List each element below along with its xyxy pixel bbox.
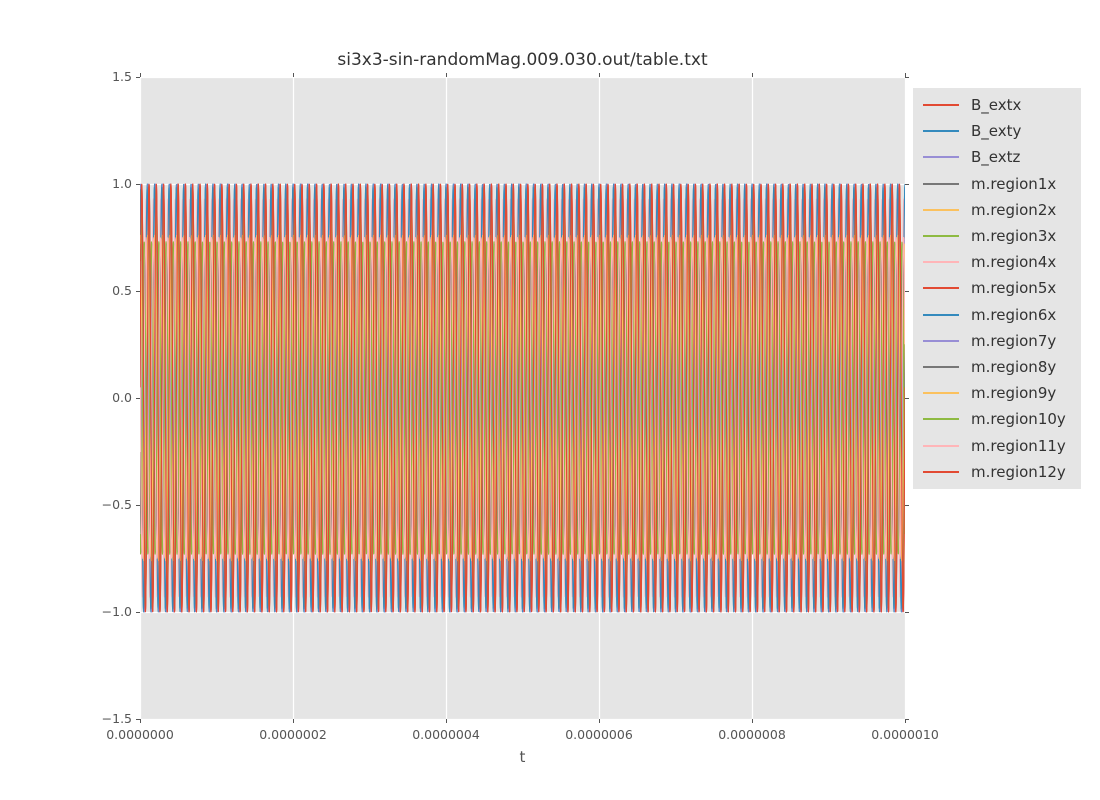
plot-area (140, 77, 905, 719)
legend-item: m.region12y (913, 459, 1081, 485)
legend-item: m.region4x (913, 249, 1081, 275)
y-tick-label: 1.0 (112, 176, 132, 191)
x-tick-label: 0.0000002 (259, 727, 327, 742)
y-tick-mark-left (136, 398, 140, 399)
x-tick-label: 0.0000008 (718, 727, 786, 742)
y-tick-mark-right (905, 719, 909, 720)
legend-label: m.region7y (971, 331, 1057, 350)
legend-label: B_extz (971, 148, 1021, 167)
y-tick-mark-right (905, 184, 909, 185)
legend-line-swatch (923, 156, 959, 159)
legend-label: m.region8y (971, 357, 1057, 376)
legend-label: m.region3x (971, 227, 1057, 246)
legend-line-swatch (923, 444, 959, 447)
x-tick-mark-bottom (293, 719, 294, 723)
x-tick-mark-bottom (446, 719, 447, 723)
legend-label: B_extx (971, 96, 1022, 115)
legend-line-swatch (923, 365, 959, 368)
y-tick-label: 0.5 (112, 283, 132, 298)
legend-item: B_extz (913, 144, 1081, 170)
legend-item: m.region11y (913, 432, 1081, 458)
legend-item: m.region6x (913, 302, 1081, 328)
legend-item: m.region8y (913, 354, 1081, 380)
x-tick-mark-bottom (905, 719, 906, 723)
legend-label: m.region1x (971, 174, 1057, 193)
legend-label: m.region10y (971, 410, 1066, 429)
y-tick-label: 1.5 (112, 69, 132, 84)
legend-line-swatch (923, 313, 959, 316)
y-tick-mark-right (905, 77, 909, 78)
x-tick-mark-top (752, 73, 753, 77)
legend-item: m.region9y (913, 380, 1081, 406)
legend-item: m.region10y (913, 406, 1081, 432)
legend-item: B_extx (913, 92, 1081, 118)
legend-label: m.region6x (971, 305, 1057, 324)
x-tick-mark-top (905, 73, 906, 77)
y-tick-label: 0.0 (112, 390, 132, 405)
x-tick-label: 0.0000010 (871, 727, 939, 742)
legend-label: m.region9y (971, 384, 1057, 403)
legend-line-swatch (923, 182, 959, 185)
legend-item: m.region1x (913, 171, 1081, 197)
legend-item: m.region7y (913, 328, 1081, 354)
legend-line-swatch (923, 235, 959, 238)
legend-line-swatch (923, 470, 959, 473)
legend-label: B_exty (971, 122, 1022, 141)
x-axis-label: t (519, 748, 526, 766)
y-tick-label: −0.5 (101, 497, 132, 512)
x-tick-mark-bottom (752, 719, 753, 723)
legend-label: m.region2x (971, 200, 1057, 219)
y-tick-mark-left (136, 612, 140, 613)
y-tick-mark-left (136, 719, 140, 720)
x-tick-mark-top (599, 73, 600, 77)
legend-line-swatch (923, 392, 959, 395)
x-tick-mark-top (446, 73, 447, 77)
y-tick-mark-right (905, 612, 909, 613)
y-tick-label: −1.5 (101, 711, 132, 726)
y-tick-mark-left (136, 184, 140, 185)
x-tick-label: 0.0000004 (412, 727, 480, 742)
x-tick-mark-bottom (140, 719, 141, 723)
y-tick-mark-right (905, 291, 909, 292)
legend: B_extx B_exty B_extz m.region1x m.region2x m.… (913, 88, 1081, 489)
legend-line-swatch (923, 104, 959, 107)
legend-line-swatch (923, 208, 959, 211)
y-tick-mark-left (136, 77, 140, 78)
y-tick-mark-right (905, 398, 909, 399)
legend-label: m.region11y (971, 436, 1066, 455)
x-tick-label: 0.0000000 (106, 727, 174, 742)
y-tick-mark-left (136, 505, 140, 506)
legend-item: B_exty (913, 118, 1081, 144)
legend-line-swatch (923, 418, 959, 421)
y-tick-mark-right (905, 505, 909, 506)
legend-line-swatch (923, 339, 959, 342)
legend-label: m.region5x (971, 279, 1057, 298)
x-tick-mark-top (140, 73, 141, 77)
y-tick-mark-left (136, 291, 140, 292)
legend-line-swatch (923, 261, 959, 264)
y-tick-label: −1.0 (101, 604, 132, 619)
legend-line-swatch (923, 130, 959, 133)
legend-item: m.region3x (913, 223, 1081, 249)
legend-item: m.region2x (913, 197, 1081, 223)
legend-line-swatch (923, 287, 959, 290)
legend-label: m.region4x (971, 253, 1057, 272)
plot-canvas (140, 77, 905, 719)
x-tick-label: 0.0000006 (565, 727, 633, 742)
x-tick-mark-top (293, 73, 294, 77)
chart-title: si3x3-sin-randomMag.009.030.out/table.tx… (337, 50, 708, 70)
x-tick-mark-bottom (599, 719, 600, 723)
legend-item: m.region5x (913, 275, 1081, 301)
legend-label: m.region12y (971, 462, 1066, 481)
